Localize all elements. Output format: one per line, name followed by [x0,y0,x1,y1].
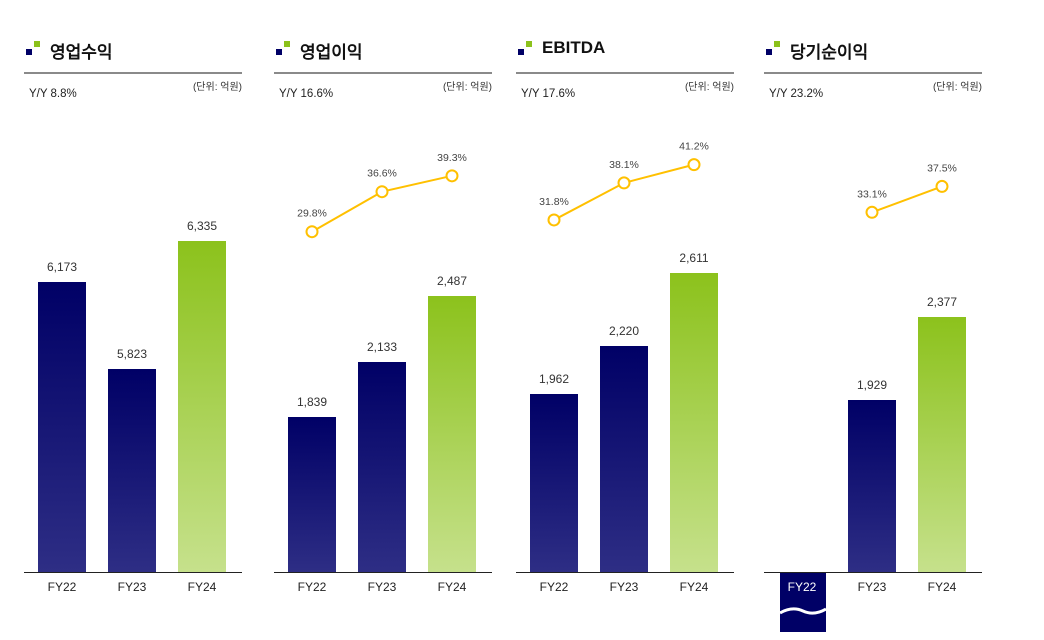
margin-label: 36.6% [367,168,397,180]
chart-title: 영업수익 [50,43,113,62]
yoy-growth: Y/Y 16.6% [279,88,334,100]
bar [178,241,226,573]
legend-square-green-icon [34,41,40,47]
x-axis [24,572,242,573]
yoy-growth: Y/Y 23.2% [769,88,824,100]
x-axis [274,572,492,573]
legend-square-green-icon [284,41,290,47]
bar-value-label: 2,487 [436,274,468,288]
margin-line-chart: 33.1% 37.5% [857,162,957,219]
x-tick-label: FY22 [539,580,569,594]
margin-line [871,185,943,214]
margin-point [375,185,389,199]
unit-label: (단위: 억원) [192,82,242,93]
bar-value-label: 2,133 [366,339,398,354]
x-tick-label: FY24 [437,580,467,594]
x-tick-label: FY23 [367,580,397,594]
margin-label: 31.8% [539,196,569,208]
bar-value-label: 1,962 [538,371,570,386]
margin-line-chart: 31.8% 38.1% 41.2% [539,141,709,227]
x-tick-label: FY23 [117,580,147,594]
margin-point [865,205,879,219]
chart-panel: 당기순이익 (단위: 억원) Y/Y 23.2% FY22 1,929 FY23 2,3… [764,0,982,640]
x-tick-label: FY24 [927,580,957,594]
chart-panel: 영업수익 (단위: 억원) Y/Y 8.8% 6,173 FY22 5,823 FY23… [24,0,242,640]
bar [918,316,966,573]
bar [358,361,406,573]
chart-panel: EBITDA (단위: 억원) Y/Y 17.6% 1,962 FY22 2,220 F… [516,0,734,640]
margin-point [935,179,949,193]
margin-label: 29.8% [297,208,327,220]
margin-label: 38.1% [609,159,639,171]
bar-value-label: 2,220 [608,323,640,338]
bar-value-label: 6,173 [46,259,78,274]
margin-label: 39.3% [437,152,467,164]
divider [24,72,242,74]
divider [516,72,734,74]
bar-value-label: 6,335 [186,219,218,234]
margin-point [305,225,319,239]
x-tick-label: FY23 [857,580,887,594]
unit-label: (단위: 억원) [442,82,492,93]
bar-value-label: 2,611 [679,250,709,265]
yoy-growth: Y/Y 17.6% [521,88,576,100]
margin-label: 37.5% [927,162,957,174]
x-tick-label: FY24 [679,580,709,594]
bar [600,345,648,573]
margin-line [311,174,453,233]
margin-point [687,158,701,172]
legend-square-navy-icon [26,49,32,55]
chart-title: EBITDA [542,38,606,57]
bar [108,368,156,573]
divider [274,72,492,74]
bar-value-label: 2,377 [926,294,958,309]
x-tick-label: FY22 [47,580,77,594]
margin-label: 33.1% [857,188,887,200]
bar [288,416,336,573]
bar-value-label: 1,929 [856,377,888,392]
margin-line-chart: 29.8% 36.6% 39.3% [297,152,467,239]
chart-title: 영업이익 [300,43,363,62]
bar [428,296,476,573]
x-tick-label: FY22 [297,580,327,594]
x-tick-label: FY22 [787,580,817,594]
x-tick-label: FY23 [609,580,639,594]
x-axis [764,572,982,573]
bar-negative [779,573,827,632]
legend-square-green-icon [774,41,780,47]
x-tick-label: FY24 [187,580,217,594]
legend-square-navy-icon [518,49,524,55]
bar [670,272,718,573]
legend-square-navy-icon [766,49,772,55]
unit-label: (단위: 억원) [932,82,982,93]
bar [848,399,896,573]
bar-value-label: 1,839 [296,394,328,409]
margin-point [617,176,631,190]
margin-line [553,163,695,221]
axis-break-icon [779,607,827,615]
divider [764,72,982,74]
legend-square-navy-icon [276,49,282,55]
bar-value-label: 5,823 [116,346,148,361]
yoy-growth: Y/Y 8.8% [29,88,77,100]
legend-square-green-icon [526,41,532,47]
chart-panel: 영업이익 (단위: 억원) Y/Y 16.6% 1,839 FY22 2,133 FY2… [274,0,492,640]
margin-point [547,213,561,227]
bar [530,393,578,573]
chart-title: 당기순이익 [790,43,869,62]
x-axis [516,572,734,573]
margin-label: 41.2% [679,141,709,153]
bar [38,281,86,573]
margin-point [445,169,459,183]
unit-label: (단위: 억원) [684,82,734,93]
